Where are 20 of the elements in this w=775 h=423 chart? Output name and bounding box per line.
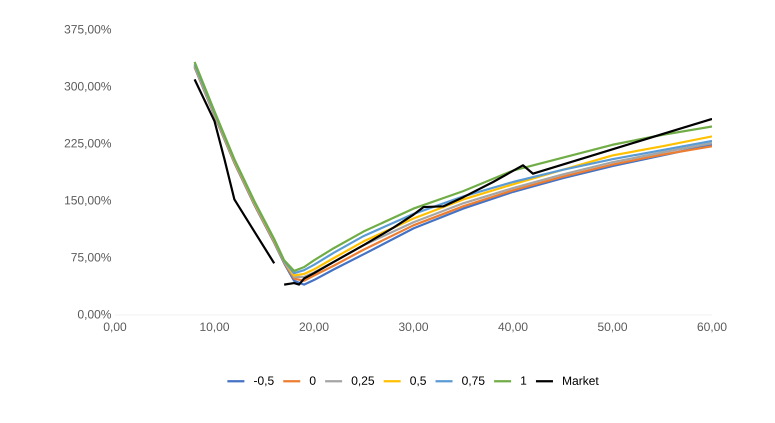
legend-label: 0,75 bbox=[462, 376, 484, 386]
legend-label: 0 bbox=[310, 376, 316, 385]
x-tick-label: 20,00 bbox=[300, 322, 329, 332]
legend-label: -0,5 bbox=[254, 376, 274, 386]
legend-label: 0,5 bbox=[410, 376, 426, 386]
x-tick-label: 50,00 bbox=[598, 322, 628, 332]
x-tick-label: 10,00 bbox=[200, 322, 230, 332]
y-tick-label: 375,00% bbox=[64, 25, 112, 35]
y-tick-label: 0,00% bbox=[78, 310, 112, 320]
y-tick-label: 225,00% bbox=[64, 139, 112, 149]
y-tick-label: 150,00% bbox=[65, 196, 112, 206]
x-tick-label: 40,00 bbox=[498, 322, 528, 332]
x-tick-label: 60,00 bbox=[698, 322, 727, 332]
x-tick-label: 0,00 bbox=[104, 322, 126, 332]
y-tick-label: 300,00% bbox=[64, 82, 112, 92]
y-tick-label: 75,00% bbox=[71, 253, 112, 263]
legend-label: 1 bbox=[521, 376, 526, 385]
legend-label: Market bbox=[563, 376, 599, 386]
x-tick-label: 30,00 bbox=[398, 322, 428, 332]
legend-label: 0,25 bbox=[352, 376, 374, 386]
